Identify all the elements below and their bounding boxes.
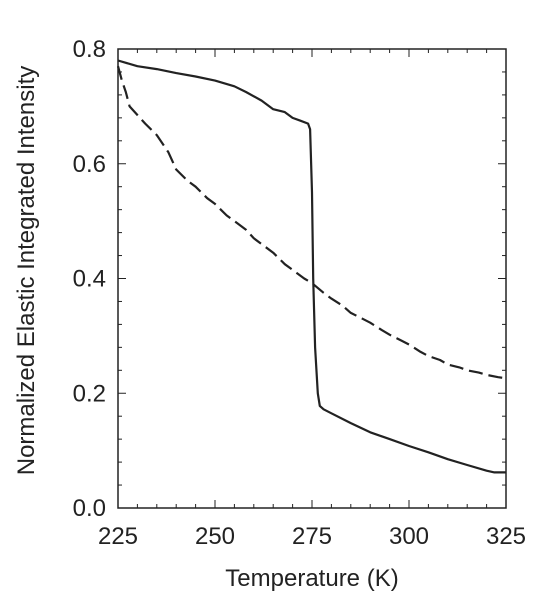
y-tick-label: 0.6	[73, 151, 106, 178]
y-tick-label: 0.0	[73, 495, 106, 522]
x-axis-label: Temperature (K)	[225, 565, 398, 592]
x-tick-label: 275	[292, 523, 332, 550]
x-tick-label: 325	[486, 523, 526, 550]
solid-series-line	[117, 59, 506, 474]
y-axis-label: Normalized Elastic Integrated Intensity	[13, 66, 40, 476]
x-tick-label: 250	[195, 523, 235, 550]
x-tick-label: 300	[389, 523, 429, 550]
axis-ticks	[117, 48, 507, 509]
y-tick-label: 0.2	[73, 380, 106, 407]
dashed-series-line	[116, 65, 507, 380]
y-tick-label: 0.8	[73, 36, 106, 63]
y-tick-label: 0.4	[73, 266, 106, 293]
x-tick-label: 225	[98, 523, 138, 550]
tick-labels: 225 250 275 300 325 0.0 0.2 0.4 0.6 0.8	[73, 36, 526, 550]
series-layer	[116, 59, 507, 474]
